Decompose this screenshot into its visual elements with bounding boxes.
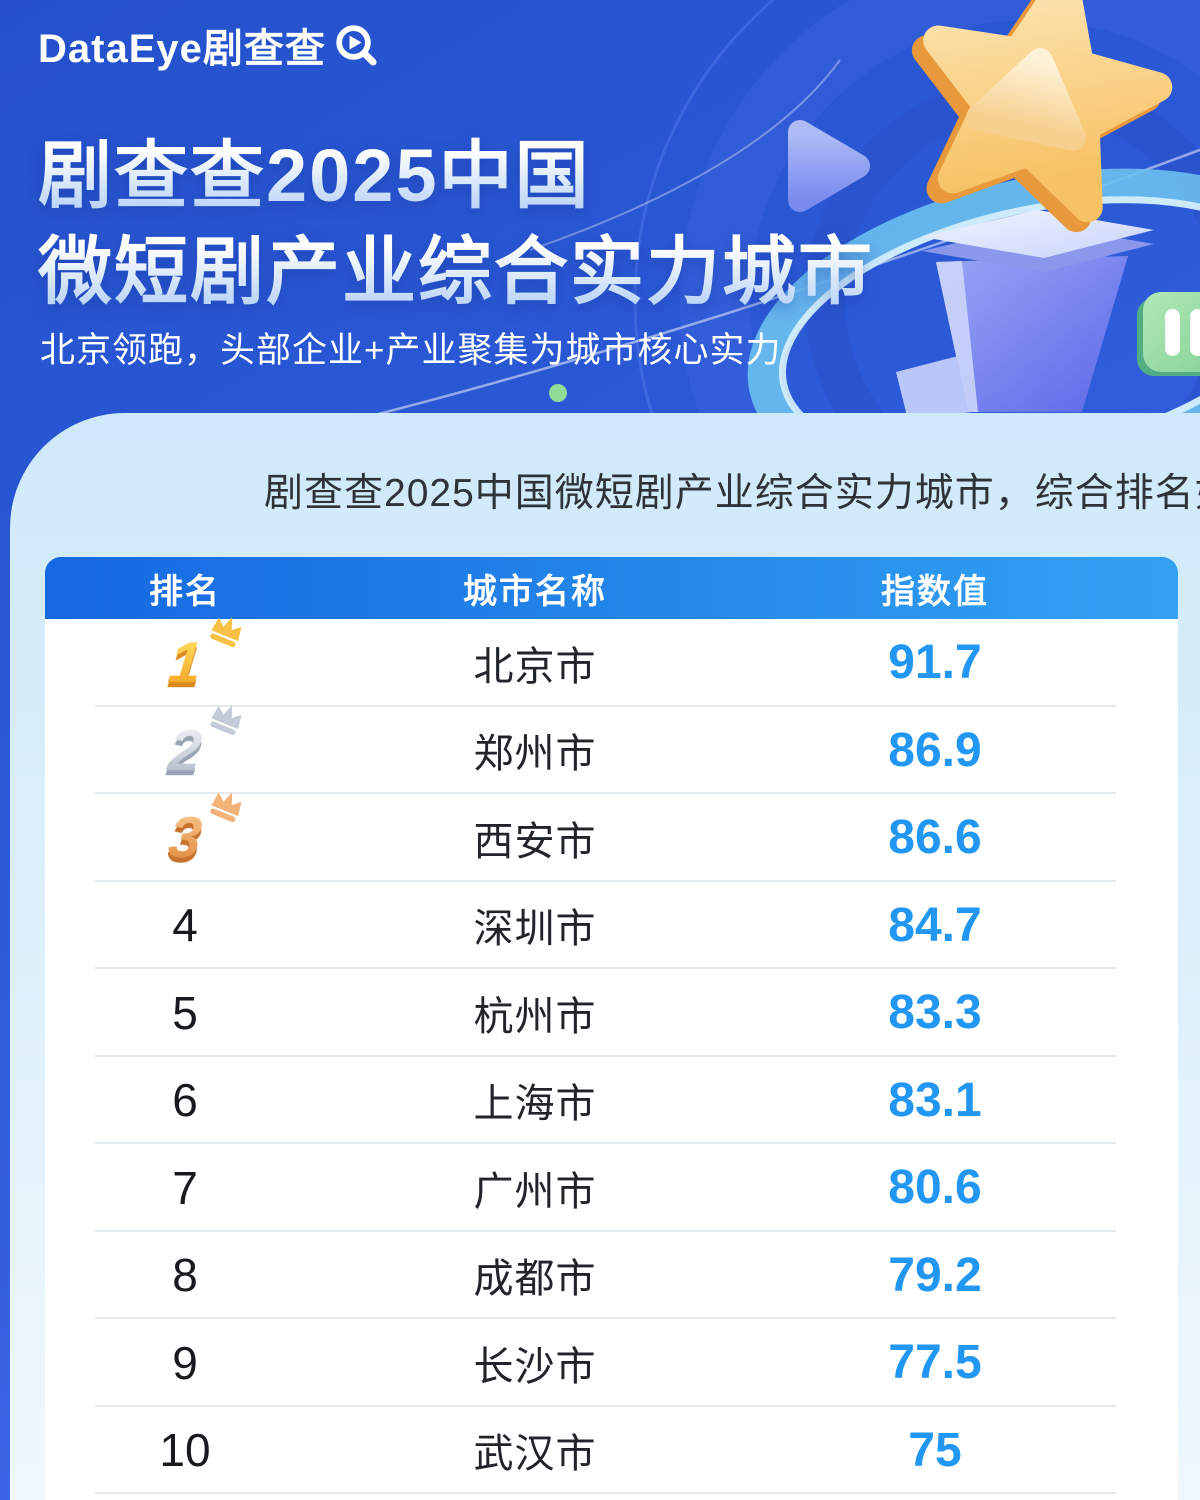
column-header-city: 城市名称 xyxy=(463,572,607,611)
pause-bar xyxy=(1190,309,1200,356)
table-row: 8 成都市 79.2 xyxy=(45,1232,1178,1320)
rank-number: 6 xyxy=(172,1074,198,1127)
table-body: 1 北京市 91.7 2 郑州市 86.9 3 xyxy=(45,617,1178,1500)
table-row: 6 上海市 83.1 xyxy=(45,1057,1178,1145)
value-cell: 84.7 xyxy=(888,898,982,952)
rank-cell: 10 xyxy=(45,1423,325,1477)
rank-number: 8 xyxy=(172,1249,198,1302)
play-triangle-icon xyxy=(788,120,870,212)
card-intro-text: 剧查查2025中国微短剧产业综合实力城市，综合排名如下： xyxy=(264,472,1200,515)
page-title-line2: 微短剧产业综合实力城市 xyxy=(38,212,874,319)
ranking-table: 排名 城市名称 指数值 1 北京市 91.7 2 xyxy=(45,557,1178,1500)
city-cell: 北京市 xyxy=(473,644,597,689)
value-cell: 83.3 xyxy=(888,986,982,1040)
column-header-rank: 排名 xyxy=(149,572,221,611)
rank-cell: 4 xyxy=(45,898,325,952)
value-cell: 77.5 xyxy=(888,1336,982,1390)
brand-logo-text: DataEye剧查查 xyxy=(38,27,326,71)
rank-cell: 6 xyxy=(45,1073,325,1127)
rank-number: 5 xyxy=(172,986,198,1039)
rank-number: 10 xyxy=(159,1424,211,1477)
table-row: 10 武汉市 75 xyxy=(45,1407,1178,1495)
pause-badge-icon xyxy=(1143,292,1200,372)
table-row: 3 西安市 86.6 xyxy=(45,792,1178,882)
rank-cell: 3 xyxy=(45,792,325,871)
value-cell: 91.7 xyxy=(888,636,982,690)
star-icon xyxy=(911,0,1173,233)
value-cell: 75 xyxy=(908,1423,962,1477)
rank-cell: 7 xyxy=(45,1161,325,1215)
table-row: 1 北京市 91.7 xyxy=(45,617,1178,707)
green-dot xyxy=(549,384,567,402)
rank-cell: 8 xyxy=(45,1248,325,1302)
table-row: 4 深圳市 84.7 xyxy=(45,882,1178,970)
rank-number: 1 xyxy=(161,629,208,696)
value-cell: 86.9 xyxy=(888,723,982,777)
table-row: 7 广州市 80.6 xyxy=(45,1144,1178,1232)
city-cell: 广州市 xyxy=(473,1169,597,1214)
rank-number: 3 xyxy=(161,804,208,871)
city-cell: 长沙市 xyxy=(473,1344,597,1389)
city-cell: 郑州市 xyxy=(473,732,597,777)
city-cell: 西安市 xyxy=(473,819,597,864)
trophy-pedestal xyxy=(896,210,1154,420)
rank-number: 7 xyxy=(172,1161,198,1214)
city-cell: 武汉市 xyxy=(473,1432,597,1477)
table-row: 9 长沙市 77.5 xyxy=(45,1319,1178,1407)
rank-number: 2 xyxy=(161,717,208,784)
rank-cell: 9 xyxy=(45,1336,325,1390)
value-cell: 83.1 xyxy=(888,1073,982,1127)
rank-cell: 2 xyxy=(45,704,325,784)
rank-cell: 1 xyxy=(45,617,325,696)
column-header-value: 指数值 xyxy=(881,572,989,611)
value-cell: 80.6 xyxy=(888,1161,982,1215)
rank-cell: 5 xyxy=(45,986,325,1040)
page-title-line1: 剧查查2025中国 xyxy=(38,116,591,223)
pause-bar xyxy=(1165,309,1180,356)
crown-icon xyxy=(210,704,242,735)
brand-logo: DataEye剧查查 xyxy=(38,16,380,74)
table-row: 2 郑州市 86.9 xyxy=(45,704,1178,795)
city-cell: 深圳市 xyxy=(473,907,597,952)
table-row: 5 杭州市 83.3 xyxy=(45,969,1178,1057)
crown-icon xyxy=(210,617,242,648)
city-cell: 杭州市 xyxy=(473,994,597,1039)
page-subtitle: 北京领跑，头部企业+产业聚集为城市核心实力 xyxy=(40,331,782,370)
city-cell: 成都市 xyxy=(473,1257,597,1302)
city-cell: 上海市 xyxy=(473,1082,597,1127)
value-cell: 86.6 xyxy=(888,811,982,865)
crown-icon xyxy=(210,792,242,823)
rank-number: 4 xyxy=(172,899,198,952)
magnifier-play-icon xyxy=(336,25,377,66)
value-cell: 79.2 xyxy=(888,1248,982,1302)
rank-number: 9 xyxy=(172,1336,198,1389)
table-header: 排名 城市名称 指数值 xyxy=(45,557,1178,619)
